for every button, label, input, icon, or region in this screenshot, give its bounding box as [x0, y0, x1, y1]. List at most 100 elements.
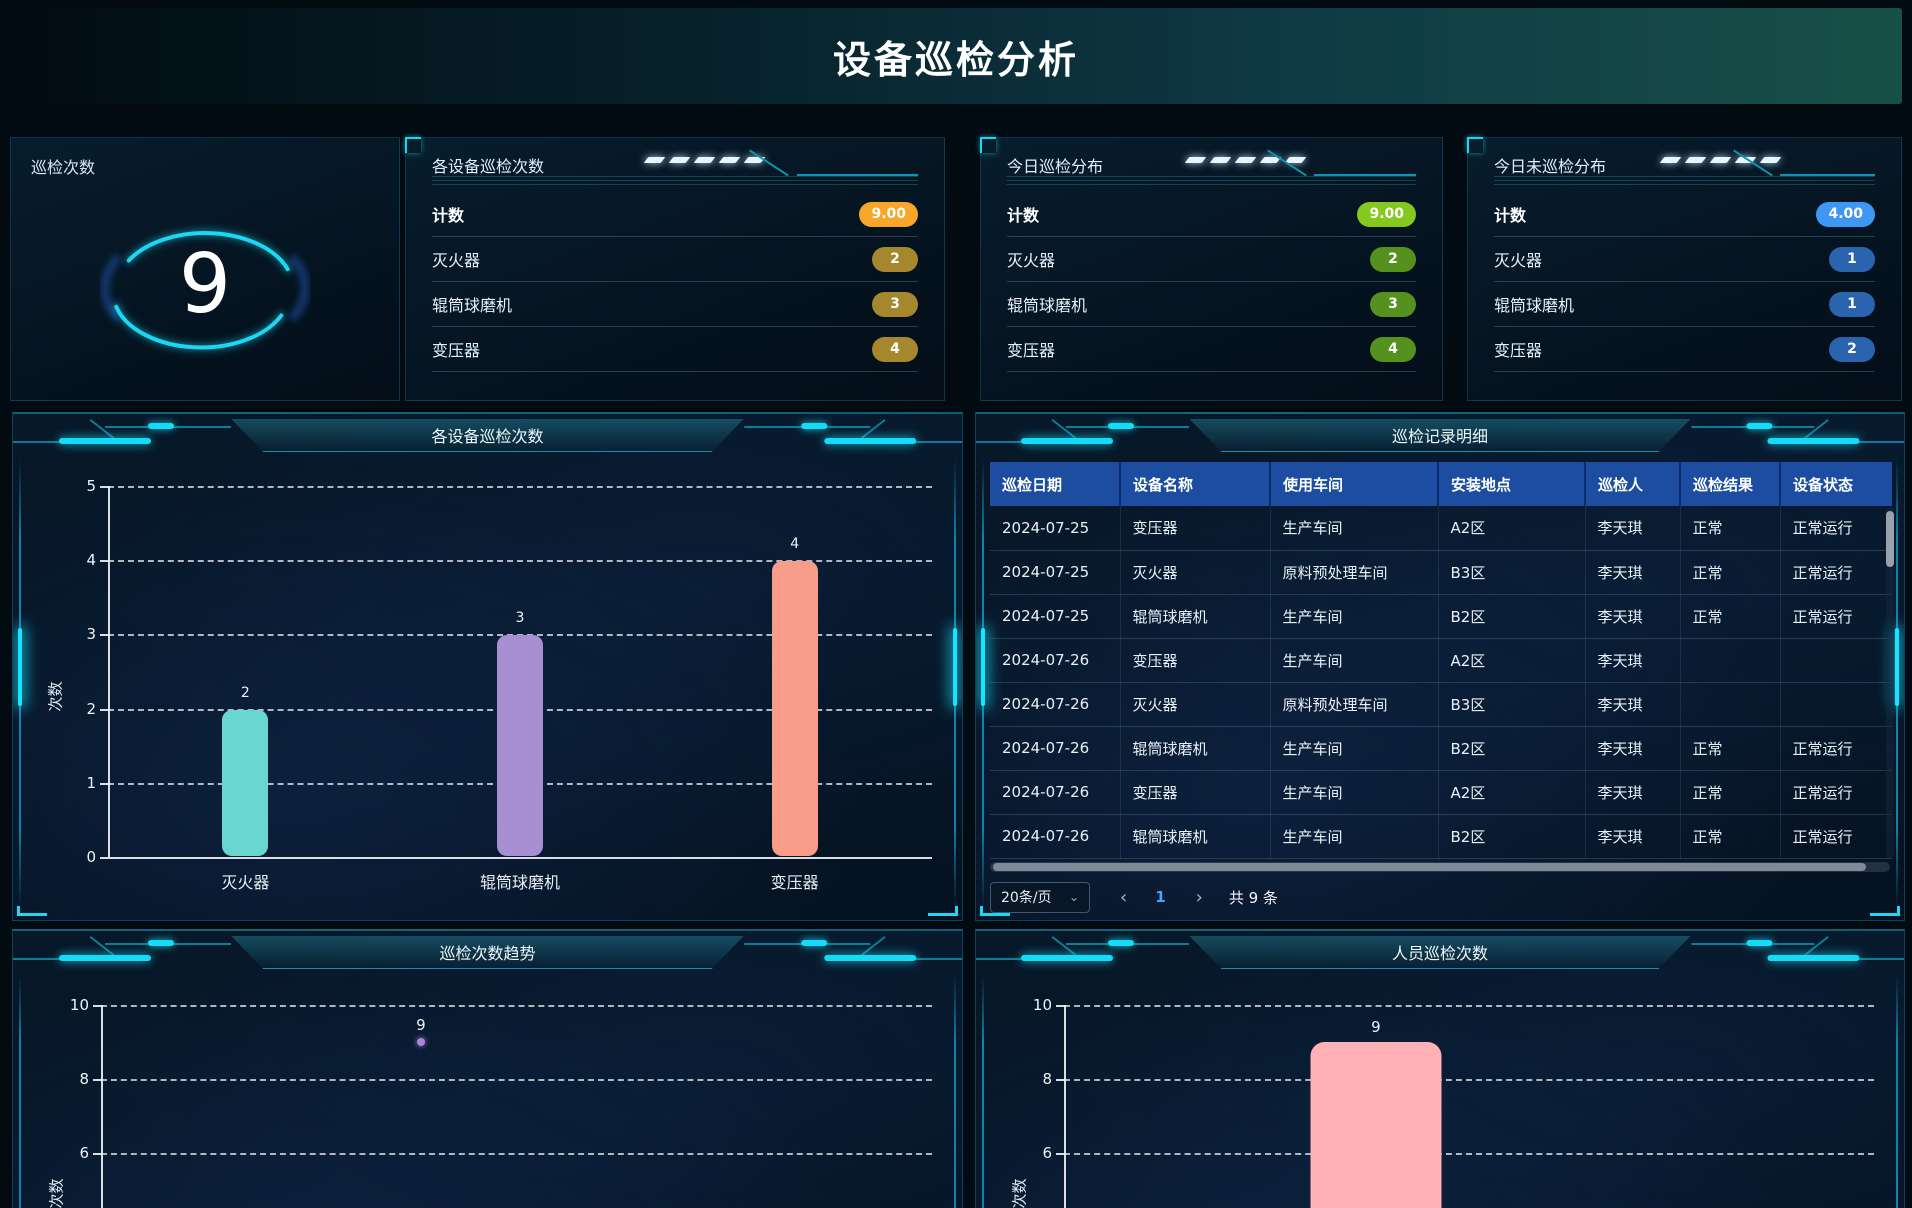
table-cell: B2区	[1438, 726, 1586, 771]
table-row: 2024-07-25 变压器 生产车间 A2区 李天琪 正常 正常运行	[990, 506, 1892, 551]
column-header: 巡检人	[1585, 462, 1681, 506]
table-cell: 生产车间	[1270, 726, 1439, 771]
circuit-decoration	[976, 414, 1190, 454]
table-cell: 李天琪	[1585, 550, 1681, 595]
table-cell: 原料预处理车间	[1270, 682, 1439, 727]
gridline	[1064, 1005, 1874, 1007]
table-cell: B2区	[1438, 814, 1586, 859]
table-cell: 变压器	[1120, 770, 1271, 815]
panel-person-bar-chart: 人员巡检次数 0246810次数9	[975, 929, 1905, 1208]
y-axis-tick	[1056, 1153, 1064, 1155]
stat-row-label: 变压器	[1007, 341, 1056, 360]
table-row: 2024-07-26 灭火器 原料预处理车间 B3区 李天琪	[990, 682, 1892, 727]
stat-row-label: 辊筒球磨机	[432, 296, 513, 315]
stat-row: 灭火器 2	[432, 237, 918, 282]
stat-row: 辊筒球磨机 1	[1494, 282, 1875, 327]
stat-row-badge: 3	[1370, 291, 1416, 317]
table-cell: 正常运行	[1780, 726, 1892, 771]
gridline	[1064, 1153, 1874, 1155]
y-axis-line	[101, 1005, 103, 1208]
table-cell: 正常运行	[1780, 550, 1892, 595]
stat-panel-header: 今日巡检分布	[1007, 138, 1416, 192]
stat-row-label: 计数	[1007, 206, 1040, 225]
column-header: 巡检结果	[1680, 462, 1781, 506]
y-axis-tick	[100, 857, 108, 859]
table-cell: 正常	[1680, 594, 1781, 639]
stat-panel-header: 今日未巡检分布	[1494, 138, 1875, 192]
next-page-button[interactable]: ›	[1195, 886, 1203, 908]
table-cell: 李天琪	[1585, 506, 1681, 551]
stat-row: 辊筒球磨机 3	[432, 282, 918, 327]
header-dashes-icon	[643, 157, 771, 163]
y-axis-tick-label: 0	[86, 848, 96, 866]
chart-header: 各设备巡检次数	[13, 414, 962, 454]
gridline	[1064, 1079, 1874, 1081]
corner-bracket-decoration	[1467, 137, 1483, 153]
y-axis-tick	[100, 486, 108, 488]
stat-row: 变压器 4	[432, 327, 918, 372]
panel-today-inspected: 今日巡检分布 计数 9.00 灭火器 2 辊筒球磨机 3 变压器 4	[980, 137, 1443, 401]
table-header-row: 巡检日期 设备名称 使用车间 安装地点 巡检人 巡检结果 设备状态	[990, 462, 1892, 506]
stat-row: 灭火器 2	[1007, 237, 1416, 282]
y-axis-tick	[93, 1079, 101, 1081]
bar	[222, 709, 269, 856]
y-axis-tick	[93, 1005, 101, 1007]
stat-row: 变压器 2	[1494, 327, 1875, 372]
kpi-title: 巡检次数	[31, 158, 96, 177]
y-axis-tick-label: 1	[86, 773, 96, 792]
data-point	[416, 1038, 425, 1046]
inspection-table: 巡检日期 设备名称 使用车间 安装地点 巡检人 巡检结果 设备状态 2024-07-25 变压…	[990, 462, 1892, 859]
stat-row-label: 灭火器	[1494, 251, 1543, 270]
x-axis-category-label: 灭火器	[221, 873, 270, 892]
table-cell	[1680, 682, 1781, 727]
corner-bracket-decoration	[980, 906, 1010, 916]
y-axis-name: 次数	[1010, 1178, 1029, 1208]
scanline-decoration	[1494, 176, 1875, 187]
table-cell: 原料预处理车间	[1270, 550, 1439, 595]
column-header: 设备名称	[1120, 462, 1271, 506]
table-cell: 李天琪	[1585, 770, 1681, 815]
stat-row-badge: 1	[1829, 246, 1875, 272]
gridline	[108, 486, 932, 488]
point-value-label: 9	[416, 1016, 426, 1034]
stat-row-label: 变压器	[432, 341, 481, 360]
total-count: 共 9 条	[1228, 888, 1278, 907]
table-cell: 正常	[1680, 770, 1781, 815]
stat-panel-title: 今日未巡检分布	[1494, 157, 1607, 176]
stat-row-badge: 4	[1370, 336, 1416, 362]
table-cell: 李天琪	[1585, 594, 1681, 639]
vertical-scrollbar[interactable]	[1886, 508, 1894, 858]
stat-row-badge: 2	[872, 246, 918, 272]
circuit-decoration	[1779, 174, 1875, 176]
corner-bracket-decoration	[980, 137, 996, 153]
x-axis-category-label: 变压器	[770, 873, 819, 892]
scrollbar-thumb[interactable]	[993, 862, 1866, 871]
stat-row-label: 灭火器	[432, 251, 481, 270]
dashboard-header: 设备巡检分析	[10, 8, 1902, 104]
circuit-decoration	[748, 149, 789, 177]
y-axis-tick-label: 5	[86, 477, 96, 495]
table-row: 2024-07-26 辊筒球磨机 生产车间 B2区 李天琪 正常 正常运行	[990, 814, 1892, 859]
page-size-select[interactable]: 20条/页 ⌄	[990, 881, 1090, 913]
corner-bracket-decoration	[17, 906, 47, 916]
stat-row: 计数 9.00	[432, 192, 918, 237]
column-header: 使用车间	[1270, 462, 1439, 506]
table-cell: 辊筒球磨机	[1120, 814, 1271, 859]
page-number[interactable]: 1	[1155, 888, 1166, 906]
horizontal-scrollbar[interactable]	[990, 861, 1890, 872]
chart-header: 人员巡检次数	[976, 931, 1904, 971]
circuit-decoration	[1690, 414, 1904, 454]
scrollbar-thumb[interactable]	[1886, 511, 1894, 567]
table-cell: 2024-07-25	[990, 594, 1121, 639]
circuit-decoration	[976, 931, 1190, 971]
stat-row-badge: 1	[1829, 291, 1875, 317]
bar-value-label: 9	[1371, 1018, 1381, 1036]
table-cell: 正常运行	[1780, 814, 1892, 859]
pagination: 20条/页 ⌄ ‹ 1 › 共 9 条	[990, 881, 1890, 913]
prev-page-button[interactable]: ‹	[1120, 886, 1128, 908]
table-cell: 2024-07-26	[990, 638, 1121, 683]
panel-today-uninspected: 今日未巡检分布 计数 4.00 灭火器 1 辊筒球磨机 1 变压器 2	[1467, 137, 1902, 401]
table-cell: 正常运行	[1780, 506, 1892, 551]
chevron-down-icon: ⌄	[1068, 890, 1079, 904]
stat-row-label: 灭火器	[1007, 251, 1056, 270]
